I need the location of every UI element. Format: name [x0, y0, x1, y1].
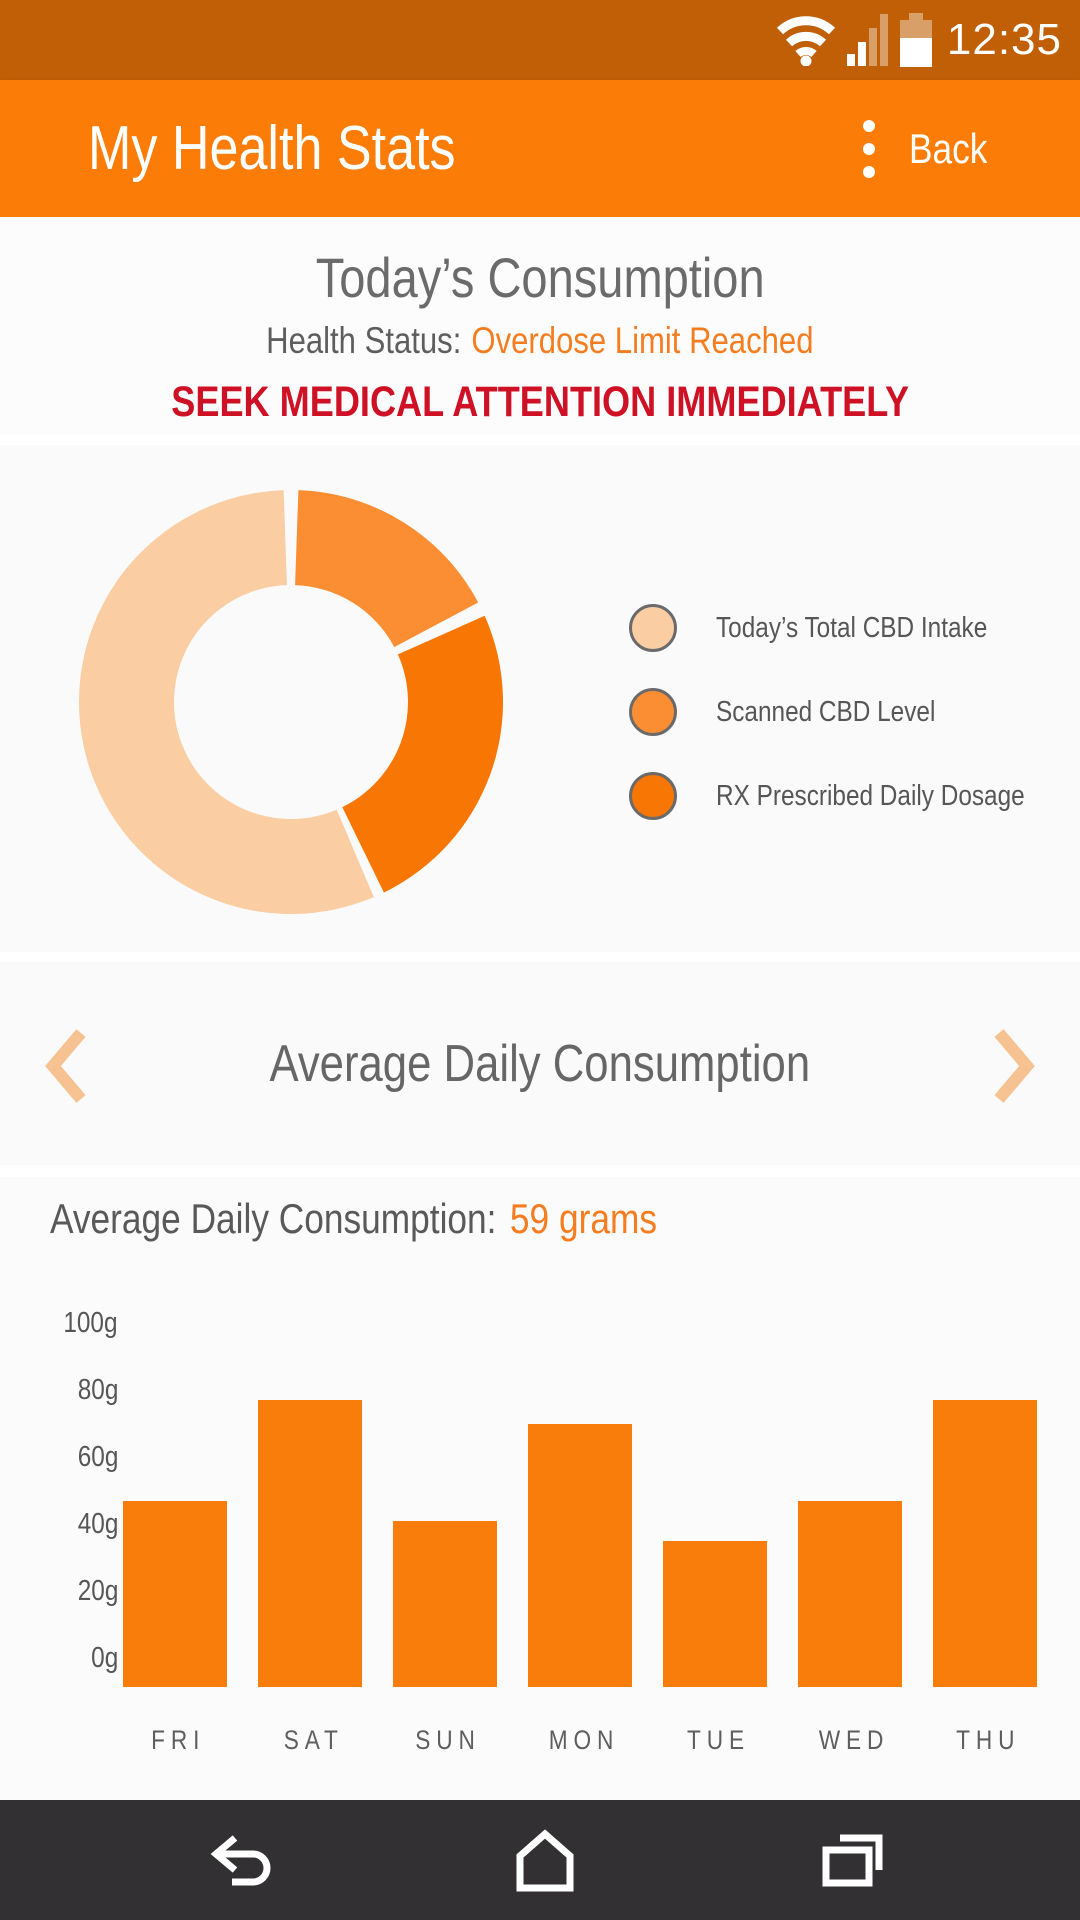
- legend-item: Scanned CBD Level: [629, 688, 1080, 736]
- legend-item: RX Prescribed Daily Dosage: [629, 772, 1080, 820]
- nav-home-button[interactable]: [497, 1812, 593, 1908]
- legend-label-intake: Today’s Total CBD Intake: [716, 611, 988, 644]
- bar-chart-header: Average Daily Consumption: 59 grams: [50, 1195, 657, 1243]
- legend-item: Today’s Total CBD Intake: [629, 604, 1080, 652]
- y-tick-label: 0g: [90, 1642, 118, 1674]
- x-label-tue: TUE: [687, 1725, 750, 1755]
- bar-sat: [258, 1400, 362, 1687]
- legend-label-rx: RX Prescribed Daily Dosage: [716, 779, 1025, 812]
- battery-icon: [899, 13, 932, 67]
- bar-chart-header-value: 59 grams: [509, 1195, 657, 1242]
- nav-back-icon: [210, 1835, 271, 1886]
- x-label-sun: SUN: [415, 1725, 482, 1755]
- app-bar: My Health Stats Back: [0, 80, 1080, 217]
- nav-recents-button[interactable]: [804, 1812, 900, 1908]
- wifi-icon: [776, 16, 835, 66]
- x-label-wed: WED: [818, 1725, 889, 1755]
- overflow-menu-icon[interactable]: [862, 114, 875, 183]
- carousel-section: Average Daily Consumption: [0, 962, 1080, 1165]
- legend-swatch-intake: [629, 604, 677, 652]
- chevron-right-icon: [994, 1028, 1035, 1103]
- navigation-bar: [0, 1800, 1080, 1920]
- bar-mon: [528, 1423, 632, 1687]
- next-button[interactable]: [984, 1022, 1044, 1112]
- carousel-title: Average Daily Consumption: [269, 1035, 811, 1093]
- chevron-left-icon: [45, 1028, 86, 1103]
- legend-swatch-scanned: [629, 688, 677, 736]
- chart-legend: Today’s Total CBD Intake Scanned CBD Lev…: [629, 604, 1080, 820]
- legend-label-scanned: Scanned CBD Level: [716, 695, 936, 728]
- status-bar: 12:35: [0, 0, 1080, 80]
- today-consumption-section: Today’s Consumption Health Status: Overdo…: [0, 217, 1080, 435]
- x-label-mon: MON: [548, 1725, 619, 1755]
- y-tick-label: 40g: [77, 1508, 118, 1540]
- signal-icon: [846, 14, 888, 66]
- legend-swatch-rx: [629, 772, 677, 820]
- nav-recents-icon: [822, 1834, 883, 1887]
- y-tick-label: 80g: [77, 1374, 118, 1406]
- section-divider: [0, 1165, 1080, 1177]
- y-tick-label: 60g: [77, 1441, 118, 1473]
- bar-wed: [798, 1500, 902, 1687]
- section-divider: [0, 952, 1080, 962]
- back-label: Back: [908, 124, 988, 172]
- nav-home-icon: [516, 1829, 574, 1892]
- donut-chart: [78, 490, 504, 914]
- donut-segment-1: [295, 490, 479, 648]
- bar-tue: [663, 1540, 767, 1687]
- x-label-sat: SAT: [283, 1725, 344, 1755]
- bar-chart-section: Average Daily Consumption: 59 grams 0g 20g…: [0, 1177, 1080, 1800]
- prev-button[interactable]: [36, 1022, 96, 1112]
- bar-sun: [393, 1520, 497, 1687]
- bar-thu: [933, 1400, 1037, 1687]
- y-tick-label: 20g: [77, 1575, 118, 1607]
- section-divider: [0, 435, 1080, 445]
- health-status-label: Health Status:: [266, 320, 462, 361]
- page-title: My Health Stats: [88, 114, 456, 183]
- x-label-fri: FRI: [151, 1725, 206, 1755]
- donut-segment-2: [342, 615, 504, 893]
- health-status-value: Overdose Limit Reached: [471, 320, 814, 361]
- donut-segment-0: [78, 490, 374, 914]
- today-title: Today’s Consumption: [315, 246, 765, 309]
- health-status-line: Health Status: Overdose Limit Reached: [266, 320, 813, 362]
- donut-chart-section: Today’s Total CBD Intake Scanned CBD Lev…: [0, 445, 1080, 952]
- nav-back-button[interactable]: [193, 1812, 289, 1908]
- back-button[interactable]: Back: [862, 80, 1002, 217]
- y-tick-label: 100g: [63, 1307, 118, 1339]
- x-label-thu: THU: [956, 1725, 1021, 1755]
- status-time: 12:35: [946, 15, 1062, 64]
- bar-fri: [123, 1500, 227, 1687]
- bar-chart-header-label: Average Daily Consumption:: [50, 1195, 497, 1242]
- medical-warning-text: SEEK MEDICAL ATTENTION IMMEDIATELY: [171, 378, 909, 426]
